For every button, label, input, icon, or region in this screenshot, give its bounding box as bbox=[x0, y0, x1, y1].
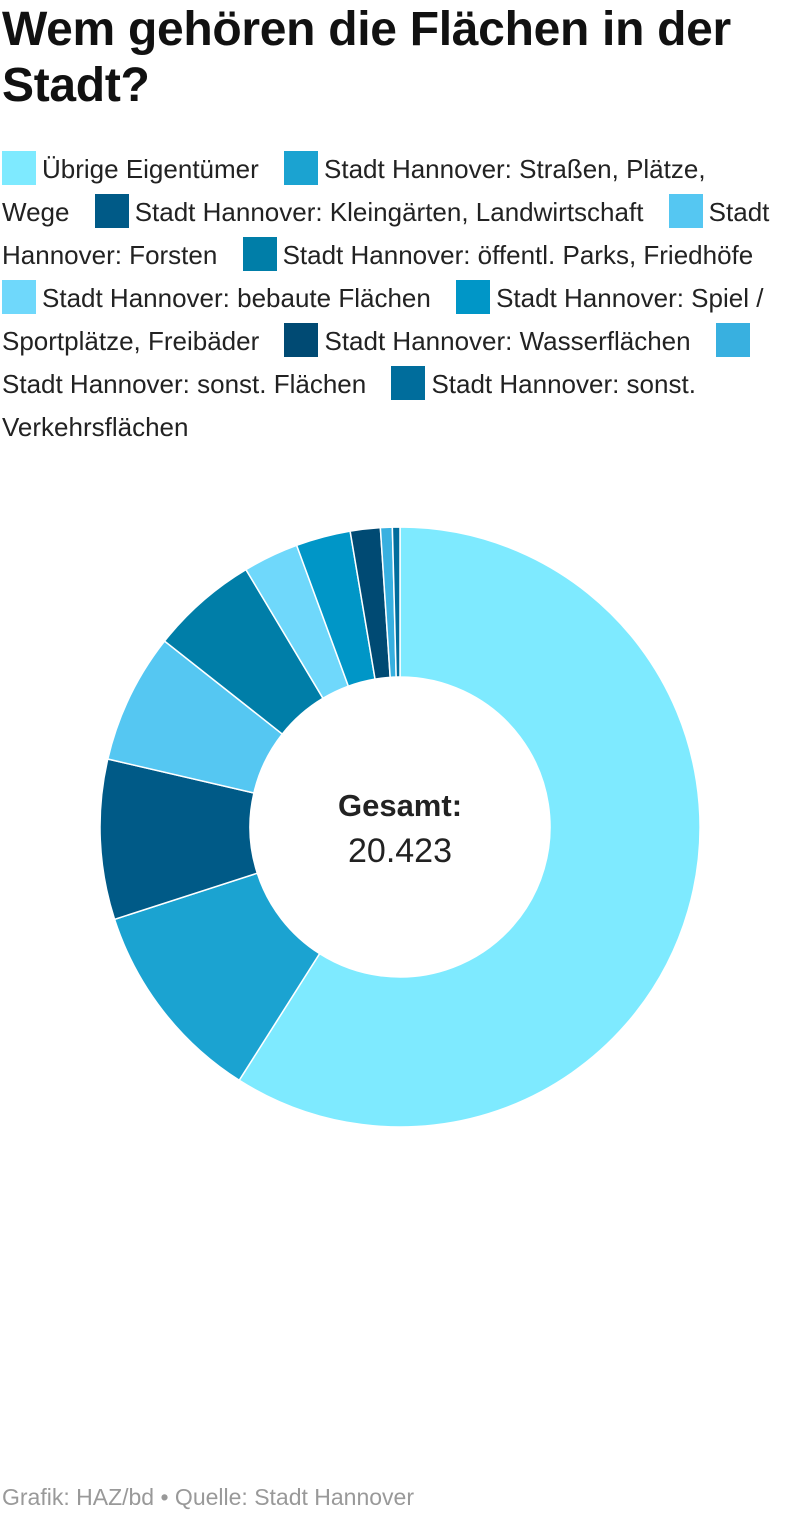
legend-item: Stadt Hannover: Kleingärten, Landwirtsch… bbox=[94, 194, 644, 228]
legend-item: Stadt Hannover: Forsten bbox=[2, 194, 770, 270]
donut-slice[interactable] bbox=[391, 526, 401, 678]
legend-item: Stadt Hannover: Spiel / Sportplätze, Fre… bbox=[2, 280, 764, 356]
chart-title: Wem gehören die Flächen in der Stadt? bbox=[2, 3, 731, 112]
center-value: 20.423 bbox=[348, 832, 452, 870]
legend-item: Stadt Hannover: Straßen, Plätze, Wege bbox=[2, 151, 706, 227]
legend-label: Stadt Hannover: Wasserflächen bbox=[324, 326, 691, 356]
legend-label: Stadt Hannover: Spiel / Sportplätze, Fre… bbox=[2, 283, 764, 356]
legend-label: Stadt Hannover: Forsten bbox=[2, 197, 770, 270]
legend-swatch bbox=[242, 237, 277, 271]
legend-label: Stadt Hannover: bebaute Flächen bbox=[42, 283, 431, 313]
legend-swatch bbox=[94, 194, 129, 228]
slices-group bbox=[99, 526, 701, 1128]
legend-item: Stadt Hannover: öffentl. Parks, Friedhöf… bbox=[242, 237, 754, 271]
legend-label: Stadt Hannover: öffentl. Parks, Friedhöf… bbox=[282, 240, 754, 270]
legend-swatch bbox=[668, 194, 703, 228]
legend-swatch bbox=[284, 151, 319, 185]
legend-label: Stadt Hannover: sonst. Flächen bbox=[2, 369, 367, 399]
legend-item: Stadt Hannover: sonst. Flächen bbox=[2, 323, 756, 399]
legend-swatch bbox=[391, 366, 426, 400]
legend-label: Stadt Hannover: Kleingärten, Landwirtsch… bbox=[134, 197, 644, 227]
legend-label: Übrige Eigentümer bbox=[42, 154, 259, 184]
legend-swatch bbox=[715, 323, 750, 357]
legend-label: Stadt Hannover: Straßen, Plätze, Wege bbox=[2, 154, 706, 227]
legend-swatch bbox=[2, 280, 36, 314]
source-footer: Grafik: HAZ/bd • Quelle: Stadt Hannover bbox=[2, 1484, 415, 1510]
legend-swatch bbox=[2, 151, 36, 185]
legend-item: Stadt Hannover: Wasserflächen bbox=[284, 323, 691, 357]
legend-swatch bbox=[284, 323, 319, 357]
center-label: Gesamt: bbox=[338, 788, 462, 823]
legend-item: Übrige Eigentümer bbox=[2, 151, 259, 185]
donut-chart: Gesamt: 20.423 bbox=[99, 526, 701, 1128]
legend-label: Stadt Hannover: sonst. Verkehrsflächen bbox=[2, 369, 696, 442]
donut-slice[interactable] bbox=[238, 526, 701, 1128]
legend-item: Stadt Hannover: bebaute Flächen bbox=[2, 280, 431, 314]
legend: Übrige Eigentümer Stadt Hannover: Straße… bbox=[2, 148, 798, 449]
legend-item: Stadt Hannover: sonst. Verkehrsflächen bbox=[2, 366, 696, 442]
legend-swatch bbox=[456, 280, 491, 314]
